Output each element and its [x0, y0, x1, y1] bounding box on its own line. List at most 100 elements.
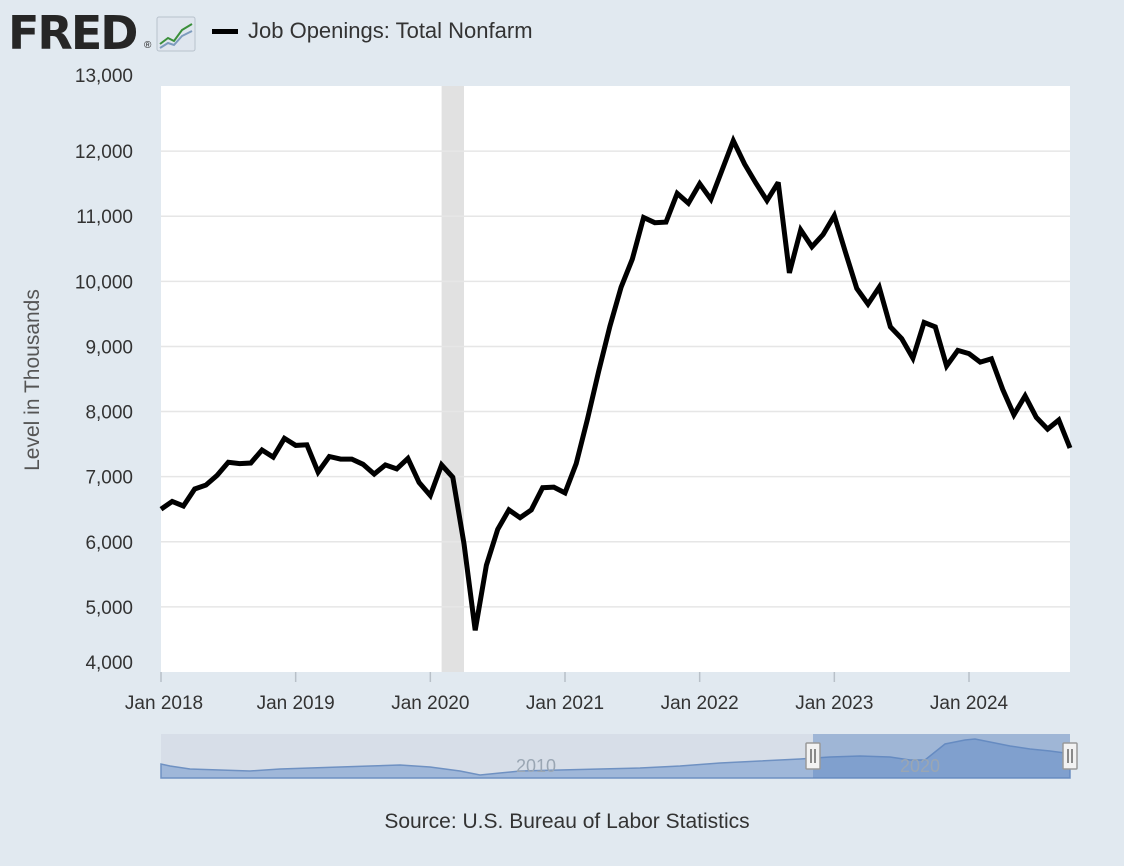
data-point[interactable] [630, 257, 634, 261]
data-point[interactable] [361, 462, 365, 466]
data-point[interactable] [440, 463, 444, 467]
data-point[interactable] [866, 302, 870, 306]
plot-background [161, 86, 1070, 672]
data-point[interactable] [507, 508, 511, 512]
y-tick-label: 9,000 [85, 337, 133, 358]
data-point[interactable] [339, 457, 343, 461]
data-point[interactable] [956, 348, 960, 352]
fred-logo[interactable]: FRED [8, 6, 138, 60]
navigator-right-handle[interactable] [1062, 742, 1078, 770]
data-point[interactable] [249, 461, 253, 465]
navigator[interactable]: 2010 2020 [160, 734, 1078, 779]
data-point[interactable] [327, 455, 331, 459]
navigator-area [160, 738, 1071, 779]
data-point[interactable] [238, 462, 242, 466]
data-point[interactable] [832, 214, 836, 218]
data-point[interactable] [698, 182, 702, 186]
data-point[interactable] [787, 271, 791, 275]
navigator-label-2020: 2020 [900, 756, 940, 776]
navigator-selected-range[interactable] [813, 734, 1070, 778]
data-point[interactable] [765, 199, 769, 203]
data-point[interactable] [888, 325, 892, 329]
data-point[interactable] [1068, 446, 1072, 450]
data-point[interactable] [395, 467, 399, 471]
data-point[interactable] [181, 504, 185, 508]
data-point[interactable] [215, 473, 219, 477]
data-point[interactable] [260, 448, 264, 452]
data-point[interactable] [305, 443, 309, 447]
data-point[interactable] [350, 457, 354, 461]
data-point[interactable] [1057, 418, 1061, 422]
data-point[interactable] [608, 324, 612, 328]
data-point[interactable] [294, 443, 298, 447]
data-point[interactable] [900, 337, 904, 341]
data-point[interactable] [844, 251, 848, 255]
x-axis-tick-marks [160, 672, 970, 682]
data-point[interactable] [675, 191, 679, 195]
data-point[interactable] [810, 245, 814, 249]
data-point[interactable] [496, 527, 500, 531]
data-point[interactable] [686, 201, 690, 205]
y-tick-label: 13,000 [75, 66, 133, 87]
data-point[interactable] [731, 139, 735, 143]
data-point[interactable] [911, 356, 915, 360]
data-point[interactable] [945, 364, 949, 368]
data-point[interactable] [821, 233, 825, 237]
data-point[interactable] [743, 162, 747, 166]
data-point[interactable] [541, 486, 545, 490]
data-point[interactable] [383, 463, 387, 467]
data-point[interactable] [619, 285, 623, 289]
data-point[interactable] [574, 462, 578, 466]
data-point[interactable] [226, 460, 230, 464]
data-point[interactable] [1046, 427, 1050, 431]
data-point[interactable] [989, 357, 993, 361]
x-axis-ticks: Jan 2018 Jan 2019 Jan 2020 Jan 2021 Jan 2022… [125, 693, 1009, 714]
data-point[interactable] [1012, 413, 1016, 417]
data-point[interactable] [271, 455, 275, 459]
data-point[interactable] [653, 221, 657, 225]
data-point[interactable] [933, 325, 937, 329]
data-point[interactable] [585, 417, 589, 421]
data-point[interactable] [204, 483, 208, 487]
data-point[interactable] [664, 220, 668, 224]
data-point[interactable] [529, 508, 533, 512]
legend[interactable]: Job Openings: Total Nonfarm [212, 18, 533, 44]
data-point[interactable] [473, 628, 477, 632]
data-point[interactable] [799, 228, 803, 232]
data-point[interactable] [754, 181, 758, 185]
source-text: Source: U.S. Bureau of Labor Statistics [384, 810, 750, 833]
data-point[interactable] [193, 487, 197, 491]
data-point[interactable] [451, 475, 455, 479]
y-tick-label: 6,000 [85, 533, 133, 554]
data-point[interactable] [552, 485, 556, 489]
data-point[interactable] [282, 436, 286, 440]
data-point[interactable] [1023, 394, 1027, 398]
data-point[interactable] [316, 470, 320, 474]
data-point[interactable] [709, 197, 713, 201]
data-point[interactable] [428, 494, 432, 498]
data-point[interactable] [776, 180, 780, 184]
data-point[interactable] [159, 507, 163, 511]
data-point[interactable] [484, 563, 488, 567]
data-point[interactable] [978, 360, 982, 364]
data-point[interactable] [1034, 415, 1038, 419]
data-point[interactable] [877, 285, 881, 289]
data-point[interactable] [372, 472, 376, 476]
data-point[interactable] [406, 456, 410, 460]
navigator-left-handle[interactable] [805, 742, 821, 770]
navigator-label-2010: 2010 [516, 756, 556, 776]
legend-label: Job Openings: Total Nonfarm [248, 18, 533, 43]
data-point[interactable] [518, 516, 522, 520]
data-point[interactable] [642, 216, 646, 220]
data-point[interactable] [170, 499, 174, 503]
data-point[interactable] [922, 320, 926, 324]
data-point[interactable] [720, 168, 724, 172]
data-point[interactable] [462, 542, 466, 546]
data-point[interactable] [1001, 387, 1005, 391]
data-point[interactable] [967, 352, 971, 356]
data-point[interactable] [563, 491, 567, 495]
x-tick-label: Jan 2023 [795, 693, 873, 714]
data-point[interactable] [417, 481, 421, 485]
data-point[interactable] [597, 369, 601, 373]
data-point[interactable] [855, 287, 859, 291]
